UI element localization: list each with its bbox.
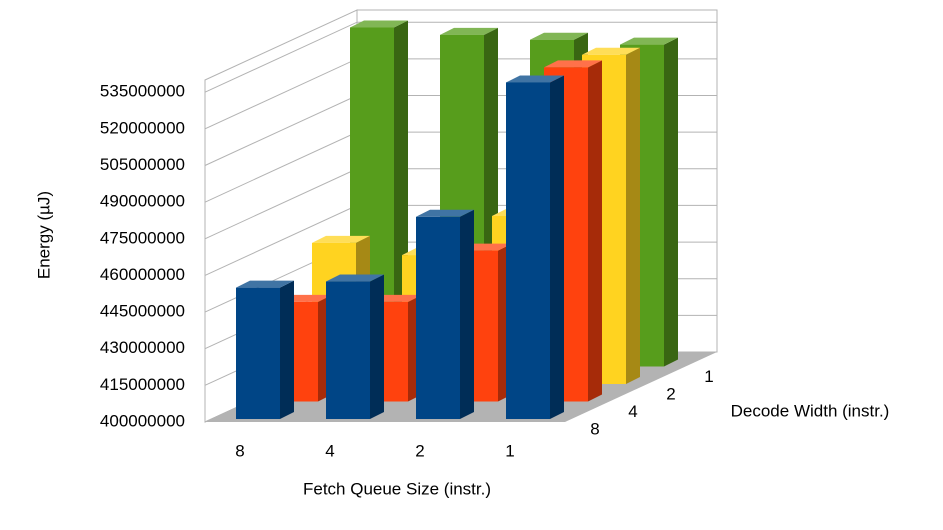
y-tick-label: 535000000 [100,82,185,101]
x-tick-label: 8 [235,441,244,460]
y-tick-label: 415000000 [100,375,185,394]
bar [416,216,460,419]
y-tick-label: 490000000 [100,192,185,211]
bar-top [312,235,370,243]
bar-side [370,274,384,419]
bar [506,82,550,419]
x-axis-title: Fetch Queue Size (instr.) [303,479,491,498]
bar-top [236,280,294,288]
y-tick-label: 460000000 [100,265,185,284]
y-axis-title: Energy (µJ) [34,191,53,279]
bar-side [626,47,640,385]
bar [236,287,280,419]
bar-top [326,274,384,282]
bar-top [440,27,498,35]
y-tick-label: 430000000 [100,338,185,357]
bar-top [582,47,640,55]
z-tick-label: 1 [704,367,713,386]
bar-top [350,20,408,28]
bar [326,281,370,419]
x-tick-label: 1 [505,441,514,460]
bar-side [664,37,678,367]
x-tick-label: 4 [325,441,334,460]
x-tick-label: 2 [415,441,424,460]
y-tick-label: 445000000 [100,302,185,321]
bar-top [530,32,588,40]
y-tick-label: 475000000 [100,228,185,247]
bar-side [460,209,474,419]
z-axis-title: Decode Width (instr.) [731,401,890,420]
bar-top [416,209,474,217]
z-tick-label: 4 [628,402,637,421]
grid-line [204,21,717,93]
y-tick-label: 520000000 [100,118,185,137]
z-tick-label: 8 [590,419,599,438]
bar-top [506,75,564,83]
y-tick-label: 505000000 [100,155,185,174]
bar-side [550,75,564,419]
z-tick-label: 2 [666,384,675,403]
y-tick-label: 400000000 [100,411,185,430]
bar-side [280,280,294,419]
bar-side [588,60,602,402]
bar-top [620,37,678,45]
bar-top [544,60,602,68]
